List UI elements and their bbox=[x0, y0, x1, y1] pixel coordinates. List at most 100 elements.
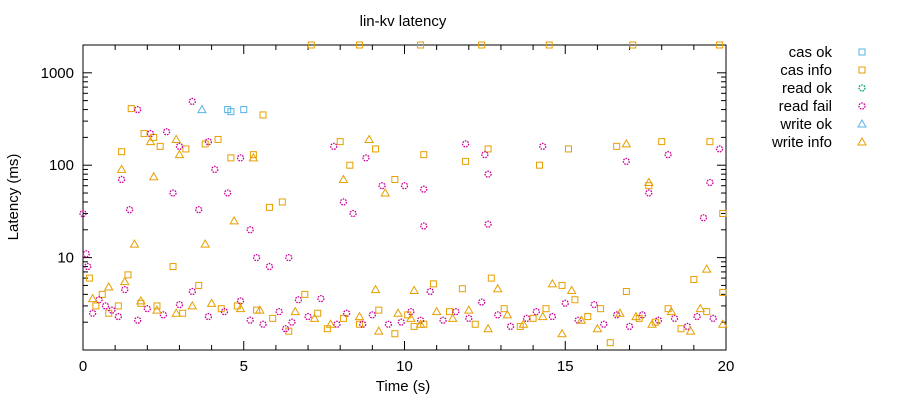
legend-marker-read-fail bbox=[858, 102, 866, 110]
point-write-info bbox=[254, 305, 265, 314]
point-cas-info bbox=[606, 339, 614, 347]
point-cas-info bbox=[706, 138, 714, 146]
point-read-fail bbox=[439, 316, 447, 324]
point-read-fail bbox=[613, 311, 621, 319]
x-axis: 0 5 10 15 20 bbox=[79, 45, 735, 375]
point-read-fail bbox=[294, 296, 303, 304]
point-cas-info bbox=[92, 302, 100, 310]
point-cas-info bbox=[487, 274, 495, 282]
point-cas-info bbox=[98, 290, 106, 298]
point-read-fail bbox=[275, 308, 283, 316]
point-read-fail bbox=[532, 308, 540, 316]
y-tick-label: 10 bbox=[57, 250, 74, 267]
point-cas-info bbox=[542, 305, 550, 313]
point-write-info bbox=[647, 319, 657, 328]
point-cas-info bbox=[658, 138, 666, 146]
point-cas-info bbox=[417, 41, 425, 49]
point-read-fail bbox=[246, 316, 254, 324]
point-read-fail bbox=[420, 185, 428, 193]
point-cas-info bbox=[564, 145, 572, 153]
x-tick-label: 20 bbox=[718, 358, 735, 375]
point-cas-info bbox=[301, 290, 309, 298]
point-cas-info bbox=[140, 130, 148, 138]
x-axis-label: Time (s) bbox=[376, 378, 430, 395]
point-write-info bbox=[592, 323, 603, 333]
y-axis-label: Latency (ms) bbox=[5, 154, 22, 241]
point-write-info bbox=[248, 152, 259, 162]
point-read-fail bbox=[407, 308, 415, 316]
point-cas-info bbox=[462, 157, 470, 165]
point-write-info bbox=[557, 328, 567, 338]
point-read-fail bbox=[188, 97, 196, 106]
point-cas-info bbox=[558, 281, 566, 289]
point-write-info bbox=[174, 149, 185, 159]
point-read-fail bbox=[548, 312, 557, 321]
point-write-info bbox=[119, 276, 130, 286]
point-read-fail bbox=[211, 165, 219, 174]
point-write-info bbox=[537, 311, 548, 321]
point-cas-info bbox=[529, 314, 537, 322]
point-read-fail bbox=[561, 299, 569, 307]
point-read-fail bbox=[288, 318, 296, 326]
legend-label-write-info: write info bbox=[771, 134, 832, 151]
point-cas-info bbox=[314, 309, 322, 317]
point-cas-info bbox=[471, 320, 479, 328]
point-write-info bbox=[103, 282, 114, 291]
point-cas-info bbox=[484, 145, 492, 153]
point-cas-info bbox=[278, 198, 286, 206]
point-cas-info bbox=[118, 148, 126, 156]
point-cas-info bbox=[156, 142, 164, 150]
point-write-info bbox=[364, 134, 374, 143]
point-cas-info bbox=[137, 299, 145, 307]
point-read-fail bbox=[259, 320, 267, 328]
point-read-fail bbox=[88, 309, 97, 317]
point-write-info bbox=[148, 171, 159, 181]
point-cas-info bbox=[339, 314, 347, 322]
point-read-fail bbox=[333, 320, 341, 328]
point-write-info bbox=[717, 319, 728, 328]
point-read-fail bbox=[478, 298, 486, 306]
point-read-fail bbox=[693, 312, 701, 321]
point-read-fail bbox=[159, 311, 168, 319]
point-cas-info bbox=[265, 203, 273, 211]
point-cas-info bbox=[355, 320, 363, 328]
x-tick-label: 0 bbox=[79, 358, 87, 375]
point-cas-info bbox=[597, 305, 605, 313]
point-read-fail bbox=[204, 312, 213, 321]
point-read-fail bbox=[79, 209, 87, 218]
point-cas-info bbox=[307, 41, 315, 49]
point-write-info bbox=[206, 298, 217, 307]
point-cas-info bbox=[355, 41, 363, 49]
point-read-fail bbox=[706, 178, 714, 187]
point-read-fail bbox=[420, 222, 428, 230]
legend-marker-cas-info bbox=[858, 66, 866, 74]
point-cas-info bbox=[214, 135, 222, 143]
point-read-fail bbox=[220, 308, 229, 316]
point-read-fail bbox=[506, 322, 515, 331]
point-cas-info bbox=[346, 161, 354, 169]
point-write-ok bbox=[197, 104, 207, 114]
point-read-fail bbox=[368, 311, 377, 319]
point-read-fail bbox=[539, 142, 547, 150]
point-cas-ok bbox=[240, 106, 248, 114]
legend-marker-read-ok bbox=[858, 84, 866, 92]
data-points bbox=[79, 41, 728, 347]
point-write-info bbox=[518, 319, 529, 328]
legend-label-read-ok: read ok bbox=[782, 80, 833, 97]
point-write-info bbox=[431, 306, 442, 316]
point-cas-info bbox=[545, 41, 553, 49]
point-cas-info bbox=[719, 210, 727, 218]
point-cas-info bbox=[500, 305, 508, 313]
point-write-info bbox=[309, 313, 320, 322]
point-write-info bbox=[87, 293, 98, 303]
point-cas-info bbox=[458, 285, 466, 293]
point-write-info bbox=[354, 311, 365, 321]
point-cas-info bbox=[613, 142, 621, 150]
point-cas-info bbox=[217, 305, 225, 313]
point-write-info bbox=[129, 239, 140, 248]
plot-frame bbox=[82, 44, 727, 351]
point-read-fail bbox=[384, 320, 393, 328]
point-read-fail bbox=[281, 325, 290, 333]
point-read-fail bbox=[452, 308, 460, 316]
